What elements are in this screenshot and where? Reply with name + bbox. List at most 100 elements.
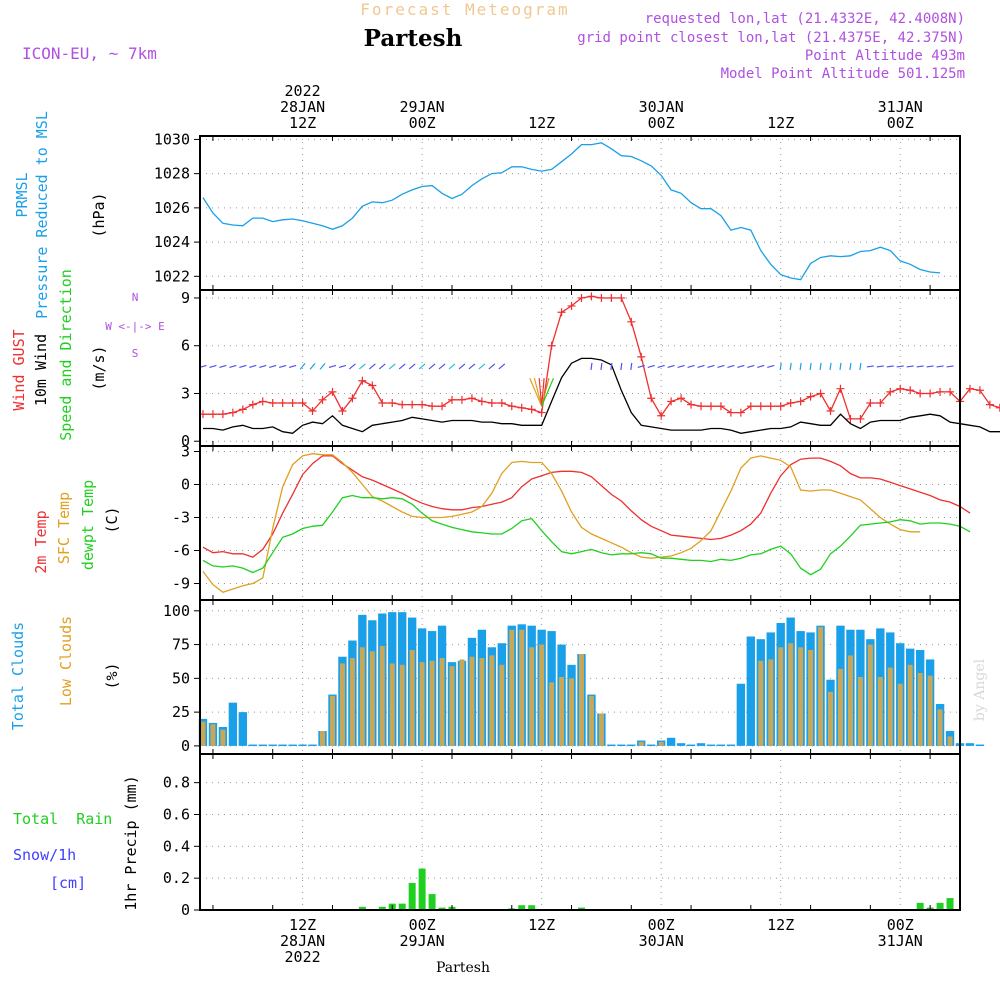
wind-arrow bbox=[727, 364, 735, 368]
bottom-time-label: 31JAN bbox=[878, 932, 923, 950]
ytick-label: 0 bbox=[181, 901, 190, 919]
gust-marker bbox=[906, 386, 915, 395]
wind-arrow bbox=[229, 364, 237, 368]
wind-arrow bbox=[288, 364, 297, 368]
bottom-time-label: 2022 bbox=[285, 948, 321, 966]
gust-marker bbox=[826, 406, 835, 415]
gust-marker bbox=[597, 293, 606, 302]
wind-arrow bbox=[209, 364, 217, 368]
wind-arrow bbox=[378, 363, 386, 370]
temp-sfc-label: SFC Temp bbox=[55, 492, 73, 564]
pressure-line bbox=[202, 142, 941, 281]
temp-2m-line bbox=[202, 455, 971, 558]
wind-arrow bbox=[647, 364, 655, 368]
low-cloud-bar bbox=[867, 644, 873, 746]
wind-arrow bbox=[249, 364, 257, 368]
ytick-label: 0 bbox=[181, 476, 190, 494]
rain-bar bbox=[408, 882, 416, 910]
gust-marker bbox=[438, 402, 447, 411]
low-cloud-bar bbox=[399, 664, 405, 746]
gust-marker bbox=[607, 293, 616, 302]
ytick-label: -6 bbox=[172, 542, 190, 560]
low-cloud-bar bbox=[409, 649, 415, 746]
total-cloud-bar bbox=[308, 744, 317, 747]
gust-marker bbox=[318, 395, 327, 404]
gust-marker bbox=[936, 387, 945, 396]
total-cloud-bar bbox=[647, 744, 656, 747]
gust-marker bbox=[428, 402, 437, 411]
gust-marker bbox=[288, 399, 297, 408]
top-time-label: 28JAN bbox=[280, 98, 325, 116]
gust-marker bbox=[965, 384, 974, 393]
ytick-label: 1026 bbox=[154, 199, 190, 217]
gust-marker bbox=[916, 389, 925, 398]
low-cloud-bar bbox=[509, 629, 515, 746]
requested-coords: requested lon,lat (21.4332E, 42.4008N) bbox=[645, 11, 965, 27]
gust-marker bbox=[657, 411, 666, 420]
gust-marker bbox=[776, 402, 785, 411]
gust-marker bbox=[856, 414, 865, 423]
gust-marker bbox=[647, 394, 656, 403]
wind-arrow bbox=[849, 362, 852, 370]
total-cloud-bar bbox=[627, 744, 636, 747]
wind-arrow bbox=[279, 364, 287, 368]
wind-arrow bbox=[757, 364, 765, 368]
gust-marker bbox=[697, 402, 706, 411]
rain-bar bbox=[528, 905, 536, 910]
low-cloud-bar bbox=[897, 683, 903, 746]
gust-marker bbox=[816, 389, 825, 398]
ytick-label: -9 bbox=[172, 575, 190, 593]
gust-marker bbox=[308, 406, 317, 415]
gust-marker bbox=[368, 381, 377, 390]
wind-arrow bbox=[349, 363, 356, 370]
bottom-time-label: 12Z bbox=[289, 916, 316, 934]
gust-marker bbox=[577, 293, 586, 302]
ytick-label: 25 bbox=[172, 703, 190, 721]
bottom-time-label: 30JAN bbox=[639, 932, 684, 950]
top-time-label: 00Z bbox=[409, 114, 436, 132]
wind-arrow bbox=[747, 364, 755, 368]
ytick-label: 0.8 bbox=[163, 774, 190, 792]
gust-marker bbox=[946, 387, 955, 396]
panel-frame bbox=[199, 135, 961, 291]
wind-arrow bbox=[358, 363, 366, 370]
low-cloud-bar bbox=[778, 647, 784, 746]
wind-arrow bbox=[657, 364, 665, 368]
total-cloud-bar bbox=[298, 744, 307, 747]
low-cloud-bar bbox=[499, 664, 505, 746]
low-cloud-bar bbox=[359, 647, 365, 746]
wind-arrow bbox=[541, 378, 545, 407]
wind-arrow bbox=[737, 364, 745, 368]
total-cloud-bar bbox=[248, 744, 257, 747]
ytick-label: 75 bbox=[172, 636, 190, 654]
compass-n: N bbox=[132, 291, 139, 304]
low-cloud-bar bbox=[329, 695, 335, 746]
precip-labels: Total Rain Snow/1h [cm] 1hr Precip (mm) bbox=[13, 775, 140, 910]
gust-marker bbox=[527, 405, 536, 414]
total-cloud-bar bbox=[746, 636, 756, 746]
bottom-time-label: 29JAN bbox=[400, 932, 445, 950]
wind-arrow bbox=[428, 363, 436, 370]
top-time-label: 00Z bbox=[648, 114, 675, 132]
total-cloud-bar bbox=[975, 744, 985, 747]
gust-marker bbox=[866, 399, 875, 408]
gust-marker bbox=[268, 399, 277, 408]
wind-arrow bbox=[398, 363, 406, 370]
wind-arrow bbox=[896, 365, 904, 368]
point-altitude: Point Altitude 493m bbox=[805, 48, 965, 64]
wind-arrow bbox=[478, 363, 486, 370]
wind-arrow bbox=[936, 365, 944, 368]
precip-axis-label: 1hr Precip (mm) bbox=[122, 775, 140, 910]
prmsl-label: PRMSL bbox=[13, 172, 31, 217]
snow-unit-label: [cm] bbox=[50, 874, 86, 892]
ytick-label: 1024 bbox=[154, 233, 190, 251]
gust-marker bbox=[876, 399, 885, 408]
total-cloud-bar bbox=[268, 744, 277, 747]
bottom-time-label: 00Z bbox=[887, 916, 914, 934]
ytick-label: 3 bbox=[181, 443, 190, 461]
rain-bar bbox=[916, 902, 924, 910]
low-cloud-bar bbox=[658, 741, 664, 746]
total-cloud-bar bbox=[666, 737, 676, 746]
meteogram-title: Forecast Meteogram bbox=[360, 0, 569, 19]
wind-arrow bbox=[541, 377, 555, 407]
